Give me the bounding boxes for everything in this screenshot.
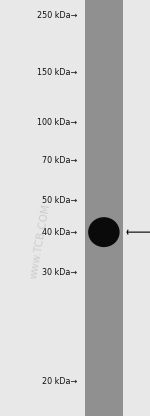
Text: 30 kDa→: 30 kDa→	[42, 268, 77, 277]
Text: 20 kDa→: 20 kDa→	[42, 377, 77, 386]
Text: 250 kDa→: 250 kDa→	[37, 11, 77, 20]
Text: 70 kDa→: 70 kDa→	[42, 156, 77, 165]
Ellipse shape	[88, 217, 120, 247]
Text: 150 kDa→: 150 kDa→	[37, 68, 77, 77]
Bar	[85, 0, 123, 416]
Text: 100 kDa→: 100 kDa→	[37, 118, 77, 127]
Text: www.TCB.COM: www.TCB.COM	[29, 203, 52, 280]
Text: 40 kDa→: 40 kDa→	[42, 228, 77, 237]
Text: 50 kDa→: 50 kDa→	[42, 196, 77, 205]
